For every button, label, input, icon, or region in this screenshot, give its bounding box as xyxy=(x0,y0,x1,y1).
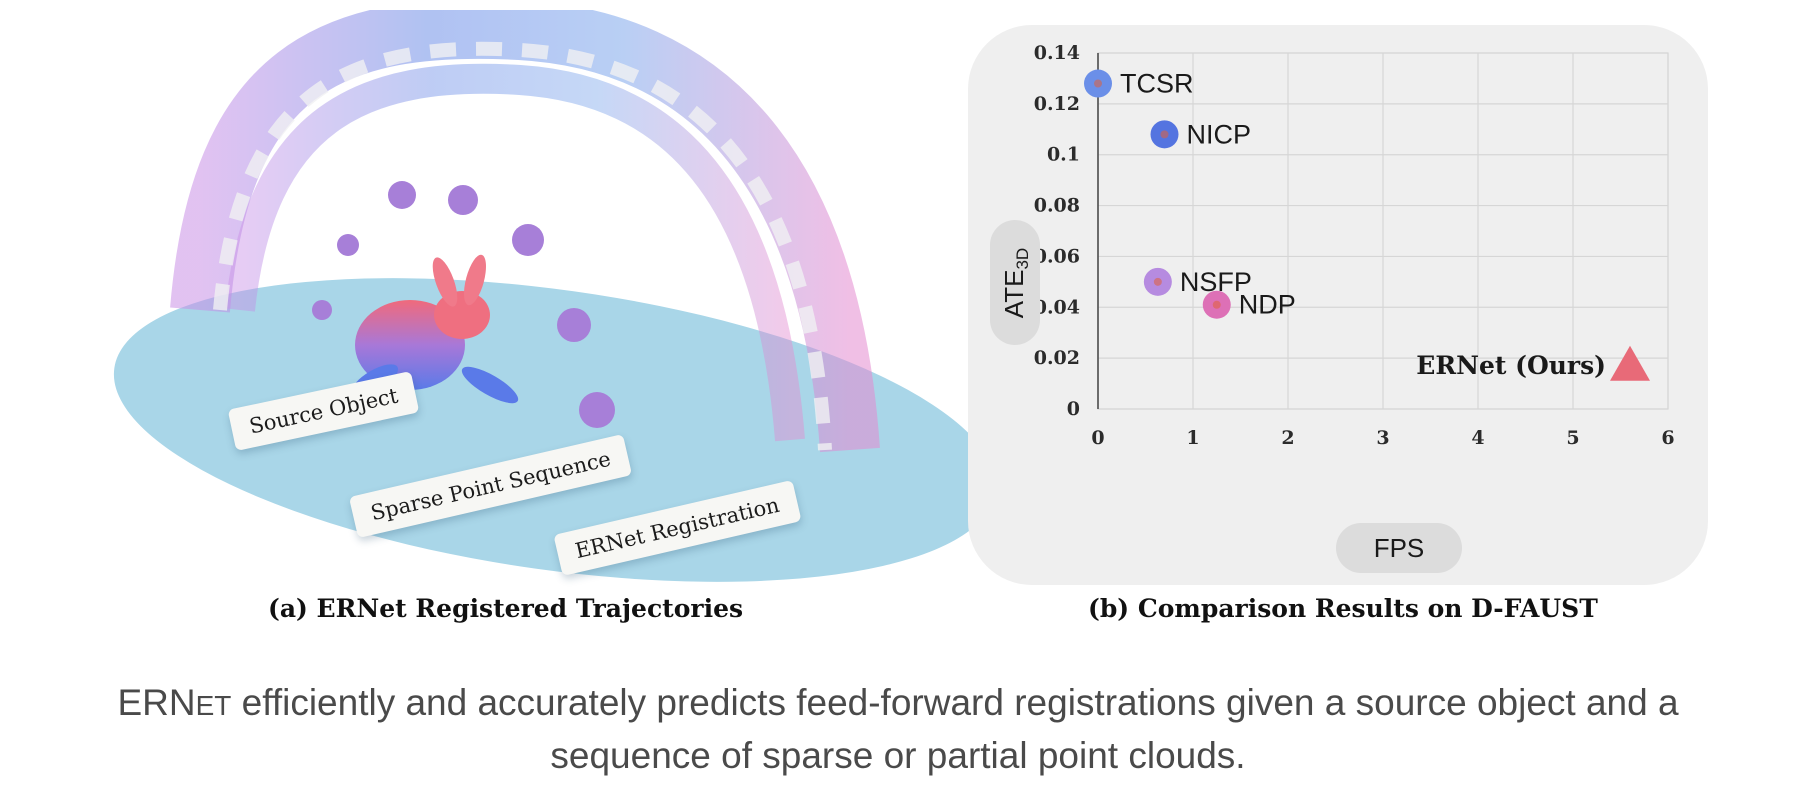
comparison-scatter-chart: 0 0.02 0.04 0.06 0.08 0.1 0.12 0.14 0 1 2 3 4 5 6 ATE… xyxy=(990,42,1675,573)
point-label-tcsr: TCSR xyxy=(1120,69,1194,99)
y-tick-label: 0.08 xyxy=(1034,195,1080,217)
registered-trajectories-illustration: Source Object Sparse Point Sequence ERNe… xyxy=(50,10,970,590)
y-tick-label: 0.04 xyxy=(1034,296,1080,318)
panel-b-caption: (b) Comparison Results on D-FAUST xyxy=(1088,594,1598,623)
x-axis-title: FPS xyxy=(1374,533,1425,563)
y-tick-labels: 0 0.02 0.04 0.06 0.08 0.1 0.12 0.14 xyxy=(1034,42,1080,420)
comparison-chart-panel: 0 0.02 0.04 0.06 0.08 0.1 0.12 0.14 0 1 2 3 4 5 6 ATE… xyxy=(968,25,1708,585)
trajectory-arch-lines xyxy=(213,41,832,451)
panel-a-caption: (a) ERNet Registered Trajectories xyxy=(268,594,744,623)
point-label-nicp: NICP xyxy=(1187,119,1252,149)
x-tick-label: 3 xyxy=(1376,427,1389,449)
x-tick-label: 4 xyxy=(1471,427,1484,449)
y-tick-label: 0.06 xyxy=(1034,245,1080,267)
y-tick-label: 0.1 xyxy=(1047,144,1080,166)
point-label-ernet-ours: ERNet (Ours) xyxy=(1416,351,1606,380)
sparse-point-clusters xyxy=(312,181,615,428)
y-tick-label: 0.02 xyxy=(1034,347,1080,369)
x-tick-label: 1 xyxy=(1186,427,1199,449)
point-marker-ernet-ours xyxy=(1610,345,1650,381)
y-tick-label: 0.14 xyxy=(1034,42,1080,64)
trajectory-arch-outer xyxy=(170,10,880,453)
chart-grid xyxy=(1097,52,1669,410)
x-tick-labels: 0 1 2 3 4 5 6 xyxy=(1091,427,1674,449)
y-axis-title-pill xyxy=(990,220,1040,345)
trajectory-arch-inner xyxy=(225,63,805,442)
x-axis-title-pill xyxy=(1336,523,1462,573)
y-tick-label: 0 xyxy=(1067,398,1080,420)
y-tick-label: 0.12 xyxy=(1034,93,1080,115)
method-name-small: ET xyxy=(195,690,232,721)
caption-line-2: sequence of sparse or partial point clou… xyxy=(550,735,1246,776)
method-name-big: ERN xyxy=(117,682,196,723)
point-label-ndp: NDP xyxy=(1239,290,1296,320)
point-center-ndp xyxy=(1212,300,1221,309)
x-tick-label: 0 xyxy=(1091,427,1104,449)
figure-caption: ERNET efficiently and accurately predict… xyxy=(0,678,1796,781)
point-center-nsfp xyxy=(1153,277,1162,286)
y-axis-title: ATE3D xyxy=(999,248,1032,318)
x-tick-label: 5 xyxy=(1566,427,1579,449)
x-tick-label: 2 xyxy=(1281,427,1294,449)
caption-line-1-text: efficiently and accurately predicts feed… xyxy=(231,682,1679,723)
caption-line-1: ERNET efficiently and accurately predict… xyxy=(0,678,1796,731)
point-center-nicp xyxy=(1160,130,1169,139)
x-tick-label: 6 xyxy=(1661,427,1674,449)
point-center-tcsr xyxy=(1094,79,1102,88)
